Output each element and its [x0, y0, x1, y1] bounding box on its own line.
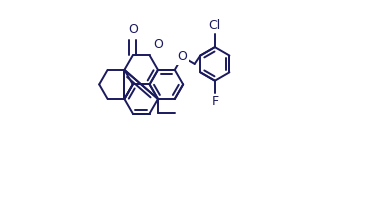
Text: O: O — [177, 50, 187, 63]
Text: O: O — [154, 38, 163, 51]
Text: F: F — [211, 95, 218, 108]
Text: Cl: Cl — [209, 19, 221, 32]
Text: O: O — [128, 23, 138, 36]
